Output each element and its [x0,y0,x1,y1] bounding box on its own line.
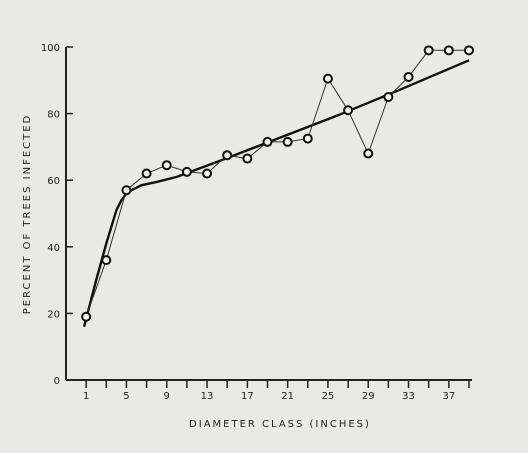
data-point [81,311,92,322]
data-point [302,133,313,144]
fit-curve-group [82,59,470,328]
x-tick-label: 17 [241,391,254,402]
y-axis: 0 20 40 60 80 100 [41,43,73,387]
y-axis-label: PERCENT OF TREES INFECTED [22,114,33,315]
y-tick-label: 80 [47,110,60,121]
x-tick-label: 33 [402,391,415,402]
fit-curve [82,59,470,328]
x-tick-label: 29 [362,391,375,402]
data-point [181,166,192,177]
x-tick-label: 5 [123,391,129,402]
data-point [463,45,474,56]
data-point [121,185,132,196]
data-point [222,150,233,161]
y-tick-label: 20 [47,309,60,320]
y-tick-label: 100 [41,43,60,54]
y-tick-label: 40 [47,243,60,254]
x-tick-label: 1 [83,391,89,402]
data-point [383,91,394,102]
data-point [161,160,172,171]
x-tick-label: 13 [201,391,214,402]
x-tick-label: 21 [281,391,294,402]
data-point [403,71,414,82]
data-point [101,255,112,266]
x-tick-label: 9 [164,391,170,402]
x-tick-label: 37 [442,391,455,402]
x-tick-label: 25 [322,391,335,402]
data-point [202,168,213,179]
data-point [141,168,152,179]
data-point [282,136,293,147]
data-point [423,45,434,56]
y-tick-label: 0 [54,376,60,387]
y-tick-label: 60 [47,176,60,187]
data-point [262,136,273,147]
data-point [363,148,374,159]
data-point [343,105,354,116]
data-point [443,45,454,56]
data-point [322,73,333,84]
x-axis: 1 5 9 13 17 21 25 29 33 37 [66,379,472,402]
data-line [85,49,469,317]
x-axis-label: DIAMETER CLASS (INCHES) [189,419,371,430]
data-point [242,153,253,164]
data-series-group [81,45,474,322]
